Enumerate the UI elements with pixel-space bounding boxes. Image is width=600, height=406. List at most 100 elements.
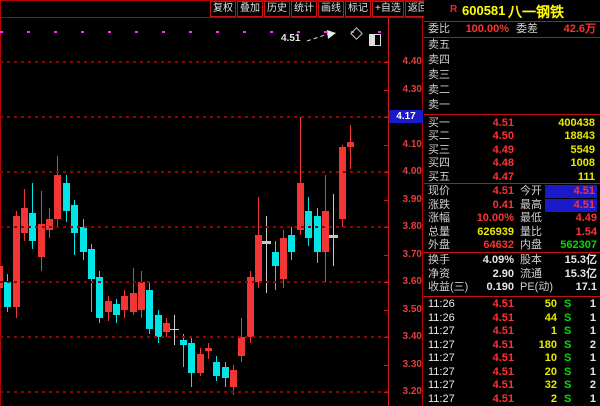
stat-value: 0.41	[492, 198, 514, 211]
axis-tick-label: 3.20	[402, 386, 422, 397]
candle[interactable]	[213, 362, 220, 376]
candle[interactable]	[46, 219, 53, 230]
buy-price[interactable]: 4.51	[492, 116, 514, 129]
buy-level-label: 买一	[428, 116, 450, 129]
candle[interactable]	[247, 277, 254, 337]
candle[interactable]	[163, 323, 170, 332]
candle[interactable]	[329, 235, 338, 238]
separator-line	[424, 21, 600, 22]
candle[interactable]	[197, 354, 204, 373]
candle[interactable]	[80, 227, 87, 252]
candle[interactable]	[222, 367, 229, 378]
stat-value: 4.51	[545, 185, 597, 198]
separator-line	[424, 296, 600, 297]
candle[interactable]	[38, 224, 45, 257]
axis-tick-label: 3.30	[402, 359, 422, 370]
axis-tick-label: 4.00	[402, 166, 422, 177]
candle[interactable]	[272, 252, 279, 266]
tick-price: 4.51	[492, 338, 514, 351]
candle[interactable]	[54, 175, 61, 219]
tick-row[interactable]: 11:26 4.51 50 S 1	[424, 298, 600, 312]
label: 流通	[520, 267, 542, 280]
candle[interactable]	[88, 249, 95, 279]
tick-row[interactable]: 11:27 4.51 1 S 1	[424, 325, 600, 339]
candle[interactable]	[280, 238, 287, 279]
sell-level-label: 卖三	[428, 69, 450, 81]
candle[interactable]	[0, 266, 3, 288]
tick-row[interactable]: 11:26 4.51 44 S 1	[424, 312, 600, 326]
tick-row[interactable]: 11:27 4.51 10 S 1	[424, 352, 600, 366]
fund-value: 15.3亿	[564, 267, 597, 280]
toolbar-button-画线[interactable]: 画线	[318, 1, 344, 17]
label: 委比	[428, 23, 450, 35]
toolbar-button-复权[interactable]: 复权	[210, 1, 236, 17]
chart-toolbar: 复权 叠加 历史 统计 画线 标记 +自选 返回	[210, 1, 431, 17]
candle[interactable]	[113, 304, 120, 315]
tick-direction-flag: S	[564, 392, 572, 405]
tick-direction-flag: S	[564, 338, 572, 351]
candle[interactable]	[138, 282, 145, 310]
tick-time: 11:27	[428, 325, 455, 338]
buy-price[interactable]: 4.48	[492, 157, 514, 169]
candle[interactable]	[29, 213, 36, 241]
buy-price[interactable]: 4.50	[492, 130, 514, 142]
candle[interactable]	[146, 290, 153, 329]
candle[interactable]	[121, 296, 128, 310]
tick-count: 2	[589, 379, 596, 392]
tick-row[interactable]: 11:27 4.51 32 S 2	[424, 379, 600, 393]
axis-tick-label: 3.90	[402, 194, 422, 205]
candle[interactable]	[63, 183, 70, 211]
tick-count: 1	[589, 325, 596, 338]
fund-value: 17.1	[575, 281, 597, 293]
candle[interactable]	[21, 208, 28, 233]
stat-value: 4.51	[492, 185, 514, 197]
candle[interactable]	[297, 183, 304, 230]
toolbar-button-标记[interactable]: 标记	[345, 1, 371, 17]
buy-level-row: 买二 4.50 18843	[424, 130, 600, 144]
candle[interactable]	[347, 142, 354, 147]
toolbar-button-历史[interactable]: 历史	[264, 1, 290, 17]
buy-price[interactable]: 4.49	[492, 143, 514, 156]
candle[interactable]	[205, 348, 212, 351]
candlestick-chart[interactable]	[0, 18, 388, 406]
candle[interactable]	[188, 343, 195, 373]
toolbar-button-统计[interactable]: 统计	[291, 1, 317, 17]
tick-direction-flag: S	[564, 379, 572, 392]
toolbar-button-叠加[interactable]: 叠加	[237, 1, 263, 17]
order-ratio-value: 100.00%	[465, 23, 509, 35]
window-top-border	[0, 0, 600, 1]
candle[interactable]	[180, 340, 187, 345]
candle[interactable]	[262, 241, 271, 244]
candle[interactable]	[170, 329, 179, 330]
stock-name[interactable]: 八一钢铁	[508, 4, 564, 20]
tick-row[interactable]: 11:27 4.51 180 S 2	[424, 339, 600, 353]
candle[interactable]	[155, 315, 162, 337]
candle[interactable]	[238, 337, 245, 356]
fund-value: 4.09%	[482, 254, 514, 266]
candle[interactable]	[255, 235, 262, 282]
candle[interactable]	[105, 301, 112, 312]
axis-tick-label: 4.30	[402, 84, 422, 95]
candle[interactable]	[322, 211, 329, 252]
separator-line	[424, 37, 600, 38]
candle[interactable]	[71, 205, 78, 233]
tick-volume: 10	[544, 352, 557, 365]
tick-row[interactable]: 11:27 4.51 2 S 1	[424, 393, 600, 406]
candle[interactable]	[130, 293, 137, 312]
candle[interactable]	[339, 147, 346, 219]
candle[interactable]	[230, 370, 237, 387]
tick-row[interactable]: 11:27 4.51 20 S 1	[424, 366, 600, 380]
candle[interactable]	[305, 211, 312, 238]
candle[interactable]	[288, 235, 295, 252]
candle[interactable]	[13, 216, 20, 307]
candle[interactable]	[314, 216, 321, 252]
toolbar-button-+自选[interactable]: +自选	[372, 1, 404, 17]
stats-row: 涨跌 0.41 最高 4.51	[424, 198, 600, 213]
split-window-icon[interactable]	[369, 34, 381, 46]
buy-price[interactable]: 4.47	[492, 170, 514, 183]
buy-volume: 400438	[558, 116, 595, 129]
arrow-icon	[306, 30, 336, 42]
candle[interactable]	[96, 277, 103, 318]
candle[interactable]	[4, 282, 11, 307]
